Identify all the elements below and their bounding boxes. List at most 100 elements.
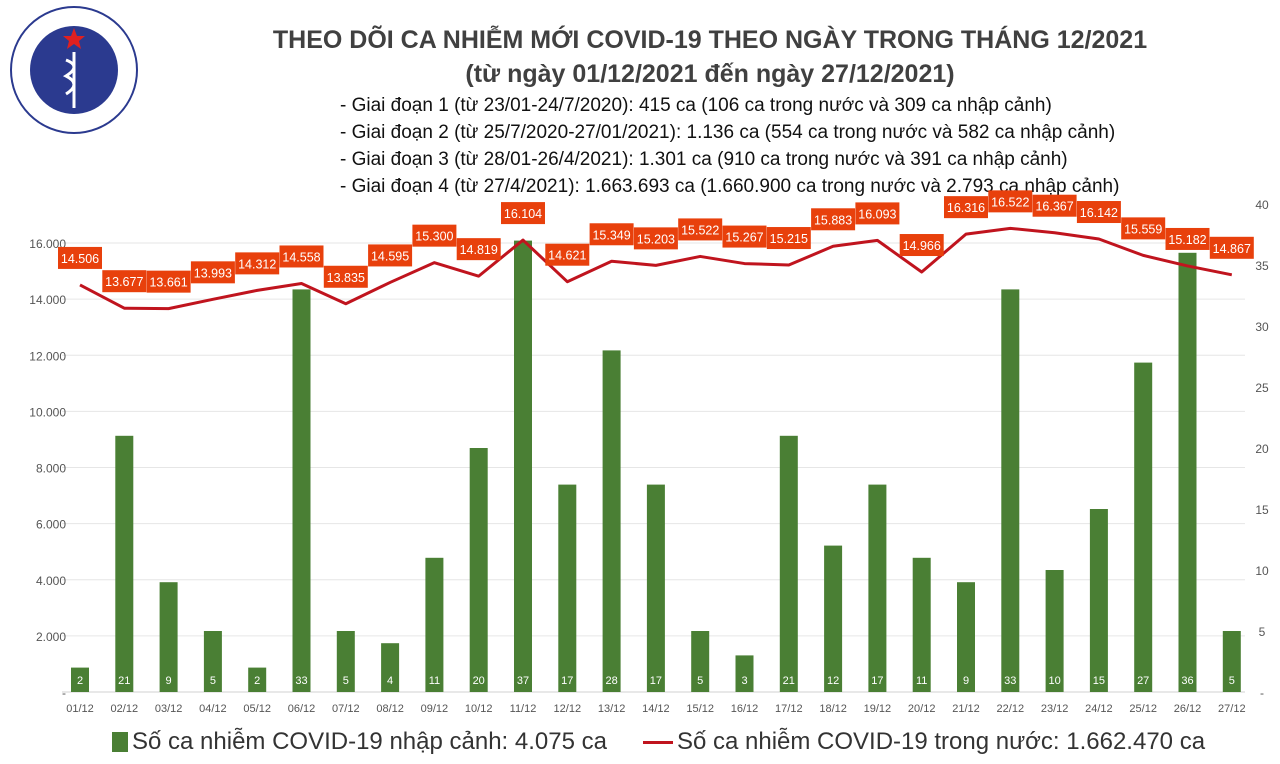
line-data-label: 14.867 bbox=[1213, 242, 1251, 256]
left-tick-label: 16.000 bbox=[29, 237, 66, 251]
x-tick-label: 02/12 bbox=[111, 703, 139, 715]
bar bbox=[425, 557, 444, 692]
line-label-box bbox=[1165, 227, 1210, 250]
legend-line-swatch bbox=[642, 740, 673, 744]
left-tick-label: 4.000 bbox=[36, 574, 66, 588]
line-label-box bbox=[899, 234, 944, 257]
line-label-box bbox=[58, 246, 102, 269]
legend-bar-label: Số ca nhiễm COVID-19 nhập cảnh: 4.075 ca bbox=[132, 728, 607, 755]
bar bbox=[115, 435, 134, 692]
line-data-label: 15.559 bbox=[1124, 222, 1162, 236]
line-label-box bbox=[368, 244, 413, 267]
phase-note-3: - Giai đoạn 3 (từ 28/01-26/4/2021): 1.30… bbox=[340, 149, 1068, 170]
x-tick-label: 09/12 bbox=[421, 703, 449, 715]
x-tick-label: 16/12 bbox=[731, 703, 759, 715]
left-tick-label: 2.000 bbox=[36, 630, 66, 644]
line-data-label: 13.835 bbox=[327, 271, 365, 285]
bar bbox=[336, 631, 355, 692]
line-label-box bbox=[501, 202, 545, 225]
line-data-label: 16.104 bbox=[504, 207, 542, 221]
bar bbox=[1134, 362, 1153, 692]
line-data-label: 15.883 bbox=[814, 213, 852, 227]
right-tick-label: 15 bbox=[1255, 503, 1269, 517]
bar-data-label: 9 bbox=[963, 675, 969, 687]
line-data-label: 16.093 bbox=[858, 207, 896, 221]
left-tick-label: - bbox=[62, 686, 66, 700]
x-tick-label: 25/12 bbox=[1129, 703, 1157, 715]
line-data-label: 14.595 bbox=[371, 249, 409, 263]
bar-data-label: 4 bbox=[387, 675, 393, 687]
line-label-box bbox=[1209, 236, 1254, 259]
bar bbox=[71, 667, 89, 692]
line-label-box bbox=[944, 196, 988, 219]
line-data-label: 14.966 bbox=[903, 239, 941, 253]
x-tick-label: 08/12 bbox=[376, 703, 404, 715]
line-data-label: 16.367 bbox=[1035, 200, 1073, 214]
x-tick-label: 24/12 bbox=[1085, 703, 1113, 715]
bar-data-label: 20 bbox=[473, 675, 485, 687]
line-data-label: 15.267 bbox=[725, 231, 763, 245]
bar bbox=[248, 667, 267, 692]
line-data-label: 13.677 bbox=[105, 275, 143, 289]
x-tick-label: 05/12 bbox=[243, 703, 271, 715]
line-label-box bbox=[456, 238, 501, 261]
line-data-label: 15.522 bbox=[681, 223, 719, 237]
left-tick-label: 14.000 bbox=[29, 293, 66, 307]
legend-line-label: Số ca nhiễm COVID-19 trong nước: 1.662.4… bbox=[676, 728, 1206, 755]
x-tick-label: 27/12 bbox=[1218, 703, 1246, 715]
bar bbox=[912, 557, 931, 692]
bar-data-label: 37 bbox=[517, 675, 529, 687]
bar-data-label: 21 bbox=[783, 675, 795, 687]
line-label-box bbox=[1032, 194, 1077, 217]
x-tick-label: 22/12 bbox=[997, 703, 1025, 715]
line-data-label: 14.506 bbox=[61, 252, 99, 266]
bar-data-label: 33 bbox=[1004, 675, 1016, 687]
bar-data-label: 5 bbox=[697, 675, 703, 687]
line-data-label: 13.661 bbox=[149, 276, 187, 290]
line-label-box bbox=[323, 265, 368, 288]
bar bbox=[1178, 252, 1197, 693]
x-tick-label: 13/12 bbox=[598, 703, 626, 715]
line-label-box bbox=[766, 227, 811, 250]
bar bbox=[779, 435, 798, 692]
line-label-box bbox=[412, 224, 457, 247]
bar-data-label: 17 bbox=[871, 675, 883, 687]
bar-data-label: 28 bbox=[605, 675, 617, 687]
phase-note-2: - Giai đoạn 2 (từ 25/7/2020-27/01/2021):… bbox=[340, 122, 1116, 143]
x-tick-label: 04/12 bbox=[199, 703, 227, 715]
bar-data-label: 12 bbox=[827, 675, 839, 687]
x-tick-label: 26/12 bbox=[1174, 703, 1202, 715]
line-series bbox=[79, 226, 1233, 311]
x-tick-label: 12/12 bbox=[554, 703, 582, 715]
x-tick-label: 11/12 bbox=[510, 703, 537, 715]
bar bbox=[1089, 509, 1108, 692]
bar-data-label: 17 bbox=[561, 675, 573, 687]
x-tick-label: 21/12 bbox=[952, 703, 980, 715]
line-label-box bbox=[855, 202, 900, 225]
line-data-label: 15.349 bbox=[592, 228, 630, 242]
line-label-box bbox=[1121, 217, 1166, 240]
x-tick-label: 03/12 bbox=[155, 703, 183, 715]
x-tick-label: 07/12 bbox=[332, 703, 360, 715]
line-data-label: 16.142 bbox=[1080, 206, 1118, 220]
line-data-label: 15.300 bbox=[415, 230, 453, 244]
left-tick-label: 6.000 bbox=[36, 518, 66, 532]
phase-note-4: - Giai đoạn 4 (từ 27/4/2021): 1.663.693 … bbox=[340, 176, 1120, 197]
bar-data-label: 21 bbox=[118, 675, 130, 687]
line-label-box bbox=[1076, 201, 1121, 224]
line-label-box bbox=[678, 218, 723, 241]
bar bbox=[381, 643, 400, 692]
x-tick-label: 17/12 bbox=[775, 703, 803, 715]
left-tick-label: 8.000 bbox=[36, 462, 66, 476]
line-label-box bbox=[190, 261, 235, 284]
line-label-box bbox=[545, 243, 590, 266]
legend-bar-swatch bbox=[112, 732, 128, 752]
bar-data-label: 2 bbox=[77, 675, 83, 687]
bar-data-label: 11 bbox=[429, 675, 440, 687]
line-data-label: 14.558 bbox=[282, 250, 320, 264]
bar bbox=[1001, 289, 1020, 692]
line-data-label: 14.621 bbox=[548, 249, 586, 263]
line-data-label: 15.182 bbox=[1168, 233, 1206, 247]
bar bbox=[824, 545, 843, 692]
